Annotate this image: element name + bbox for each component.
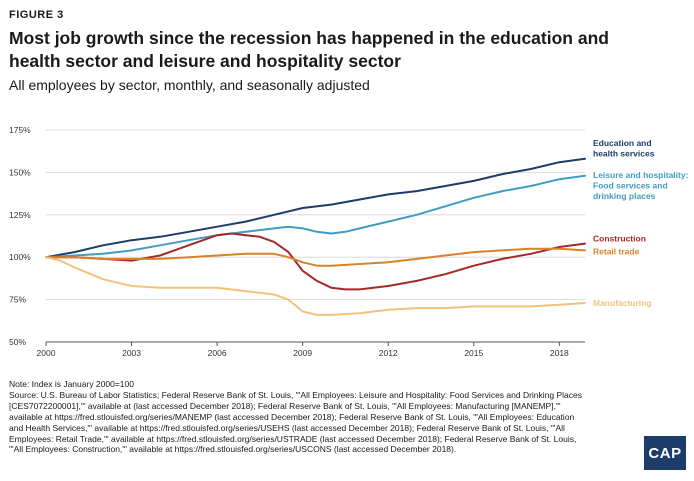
x-tick-label: 2009 — [293, 348, 312, 358]
figure-label: FIGURE 3 — [9, 9, 64, 21]
series-line — [45, 174, 586, 259]
series-label-line: drinking places — [593, 191, 656, 201]
series-lines — [45, 157, 586, 316]
line-chart: 50% 75% 100% 125% 150% 175% 2000 2003 2006 2009 20… — [9, 125, 689, 358]
note-line: Source: U.S. Bureau of Labor Statistics;… — [9, 389, 582, 400]
note-line: "'All Employees: Construction,'" availab… — [9, 444, 457, 455]
y-tick-label: 125% — [9, 210, 31, 220]
y-tick-label: 100% — [9, 252, 31, 262]
series-label-line: Retail trade — [593, 246, 640, 256]
note-line: available at https://fred.stlouisfed.org… — [9, 411, 575, 422]
note-line: Employees: Retail Trade,'" available at … — [9, 433, 577, 444]
series-line — [45, 232, 586, 291]
series-label: Retail trade — [593, 246, 640, 256]
grid-lines — [45, 129, 585, 346]
series-label: Education and health services — [593, 138, 655, 159]
chart-title: Most job growth since the recession has … — [9, 28, 609, 71]
x-tick-label: 2000 — [37, 348, 56, 358]
series-line — [45, 256, 586, 316]
y-tick-label: 50% — [9, 337, 26, 347]
series-label: Leisure and hospitality: Food services an… — [593, 170, 689, 201]
cap-logo-text: CAP — [648, 444, 682, 462]
series-label-line: Construction — [593, 234, 646, 244]
series-label: Manufacturing — [593, 298, 652, 308]
x-tick-label: 2012 — [379, 348, 398, 358]
note-line: [CES7072200001],'" available at (last ac… — [9, 400, 561, 411]
series-line — [45, 157, 586, 259]
y-tick-label: 175% — [9, 125, 31, 135]
series-line — [45, 247, 586, 267]
x-tick-label: 2003 — [122, 348, 141, 358]
series-label-line: Manufacturing — [593, 298, 652, 308]
series-label-line: Food services and — [593, 180, 668, 190]
x-tick-label: 2006 — [208, 348, 227, 358]
series-label: Construction — [593, 234, 646, 244]
axis-labels: 50% 75% 100% 125% 150% 175% 2000 2003 2006 2009 20… — [9, 125, 569, 358]
series-labels: Education and health services Leisure and … — [593, 138, 689, 308]
x-tick-label: 2018 — [550, 348, 569, 358]
series-label-line: health services — [593, 148, 655, 158]
note-line: Note: Index is January 2000=100 — [9, 379, 134, 389]
series-label-line: Education and — [593, 138, 652, 148]
chart-note: Note: Index is January 2000=100 Source: U… — [9, 379, 619, 455]
y-tick-label: 150% — [9, 167, 31, 177]
note-line: and Health Services,'" available at http… — [9, 422, 565, 433]
series-label-line: Leisure and hospitality: — [593, 170, 689, 180]
cap-logo: CAP — [644, 436, 686, 470]
chart-subtitle: All employees by sector, monthly, and se… — [9, 77, 370, 93]
y-tick-label: 75% — [9, 295, 26, 305]
x-tick-label: 2015 — [464, 348, 483, 358]
